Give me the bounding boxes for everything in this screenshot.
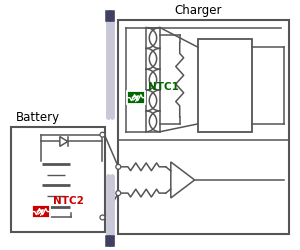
Circle shape [116, 164, 121, 169]
Bar [32, 205, 50, 218]
Text: Battery: Battery [16, 111, 60, 124]
Polygon shape [60, 136, 68, 146]
Text: Charger: Charger [175, 4, 222, 17]
Bar [198, 39, 252, 132]
Text: NTC2: NTC2 [53, 196, 84, 206]
Circle shape [100, 132, 105, 137]
Circle shape [116, 191, 121, 196]
Bar [118, 20, 289, 234]
Bar [127, 91, 145, 104]
Bar [11, 127, 105, 232]
Circle shape [100, 215, 105, 220]
Text: NTC1: NTC1 [148, 82, 179, 92]
